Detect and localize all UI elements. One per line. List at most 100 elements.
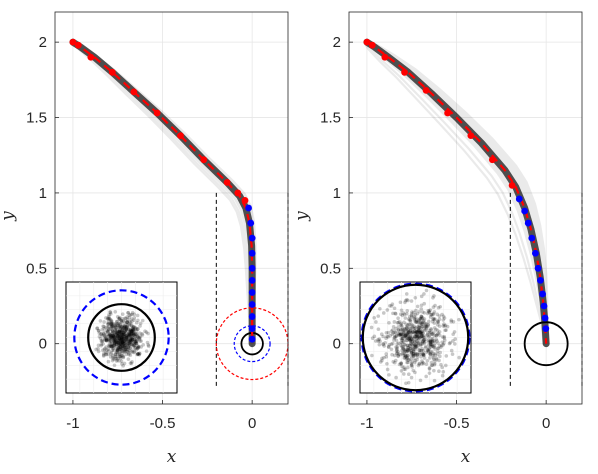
inset-point-606 — [443, 363, 448, 368]
inset-point-130 — [437, 358, 441, 363]
inset-point-29 — [444, 328, 448, 332]
inset-point-432 — [119, 328, 124, 333]
inset-point-418 — [427, 319, 431, 324]
inset-point-159 — [116, 340, 120, 345]
inset-point-607 — [429, 337, 434, 342]
inset-point-127 — [387, 345, 391, 350]
inset-point-553 — [394, 338, 399, 343]
inset-point-444 — [131, 329, 136, 333]
inset-point-318 — [115, 349, 120, 353]
inset-point-109 — [124, 322, 128, 327]
inset-point-405 — [127, 327, 131, 332]
inset-point-228 — [434, 357, 439, 362]
inset-point-650 — [122, 334, 126, 339]
inset-circle-1 — [73, 289, 170, 386]
inset-point-572 — [372, 334, 377, 339]
inset-point-206 — [117, 345, 122, 349]
inset-point-612 — [408, 325, 412, 330]
inset-point-398 — [121, 338, 125, 342]
inset-point-218 — [114, 319, 119, 324]
inset-point-119 — [128, 341, 132, 345]
inset-point-271 — [439, 362, 443, 367]
inset-point-330 — [399, 328, 403, 332]
inset-point-493 — [424, 324, 428, 329]
inset-point-77 — [100, 338, 105, 343]
inset-point-37 — [409, 331, 414, 335]
inset-point-91 — [412, 314, 416, 319]
inset-point-384 — [399, 323, 404, 328]
inset-point-410 — [433, 353, 438, 357]
inset-point-352 — [405, 308, 410, 313]
inset-point-538 — [441, 324, 446, 328]
inset-point-390 — [415, 339, 420, 344]
inset-point-621 — [406, 358, 410, 362]
inset-point-194 — [109, 334, 114, 339]
inset-point-461 — [405, 331, 410, 336]
inset-point-491 — [408, 319, 413, 324]
inset-point-454 — [406, 330, 411, 335]
inset-point-474 — [403, 327, 407, 332]
inset-point-85 — [131, 344, 136, 348]
inset-point-273 — [402, 372, 406, 376]
inset-point-518 — [132, 340, 137, 344]
inset-point-209 — [117, 325, 121, 330]
inset-point-438 — [419, 326, 423, 330]
inset-point-598 — [121, 344, 125, 349]
inset-point-333 — [107, 312, 111, 317]
inset-point-346 — [399, 312, 403, 316]
inset-point-315 — [125, 318, 130, 322]
blue-marker-7 — [248, 289, 256, 296]
inset-point-217 — [429, 340, 433, 345]
inset-point-366 — [438, 350, 443, 355]
inset-point-331 — [112, 335, 117, 339]
inset-point-472 — [403, 354, 408, 359]
inset-point-373 — [408, 318, 413, 322]
inset-point-330 — [124, 345, 128, 350]
inset-point-544 — [399, 333, 404, 338]
inset-point-622 — [115, 333, 120, 338]
inset-point-214 — [435, 312, 440, 317]
inset-point-205 — [403, 347, 408, 352]
inset-point-125 — [432, 321, 437, 325]
inset-point-548 — [134, 341, 139, 346]
inset-point-458 — [103, 350, 108, 355]
inset-point-510 — [144, 330, 149, 335]
inset-point-541 — [116, 341, 121, 345]
inset-point-414 — [411, 351, 416, 356]
inset-point-251 — [421, 331, 426, 335]
inset-point-83 — [420, 360, 425, 365]
inset-point-613 — [401, 338, 406, 343]
inset-point-272 — [449, 318, 454, 322]
inset-point-555 — [438, 354, 442, 359]
inset-point-624 — [116, 341, 121, 345]
inset-point-406 — [418, 316, 422, 321]
inset-point-526 — [118, 354, 122, 359]
inset-point-123 — [437, 317, 442, 322]
inset-point-187 — [421, 334, 426, 339]
inset-point-486 — [114, 343, 119, 347]
inset-point-398 — [426, 349, 431, 354]
inset-point-480 — [128, 319, 132, 324]
inset-point-195 — [389, 342, 394, 346]
inset-point-486 — [420, 329, 424, 334]
inset-point-440 — [431, 357, 436, 362]
inset-point-22 — [117, 330, 122, 334]
inset-point-537 — [428, 315, 433, 319]
inset-point-202 — [128, 353, 133, 357]
inset-point-106 — [429, 345, 433, 349]
panel-2: -1 -0.5 0 0 0.5 1 1.5 2 x y — [292, 11, 583, 467]
inset-point-588 — [426, 348, 430, 353]
x-axis-label: x — [461, 447, 471, 467]
inset-point-617 — [414, 333, 419, 338]
inset-point-526 — [413, 296, 418, 300]
inset-point-143 — [120, 332, 124, 336]
inset-point-546 — [426, 323, 431, 327]
inset-point-264 — [404, 349, 409, 354]
inset-point-236 — [111, 348, 116, 353]
inset-point-386 — [457, 317, 461, 322]
blue-marker-10 — [248, 325, 256, 333]
inset-point-209 — [409, 331, 414, 335]
inset-point-525 — [415, 320, 420, 325]
inset-point-246 — [118, 338, 123, 342]
inset-point-133 — [428, 351, 432, 356]
